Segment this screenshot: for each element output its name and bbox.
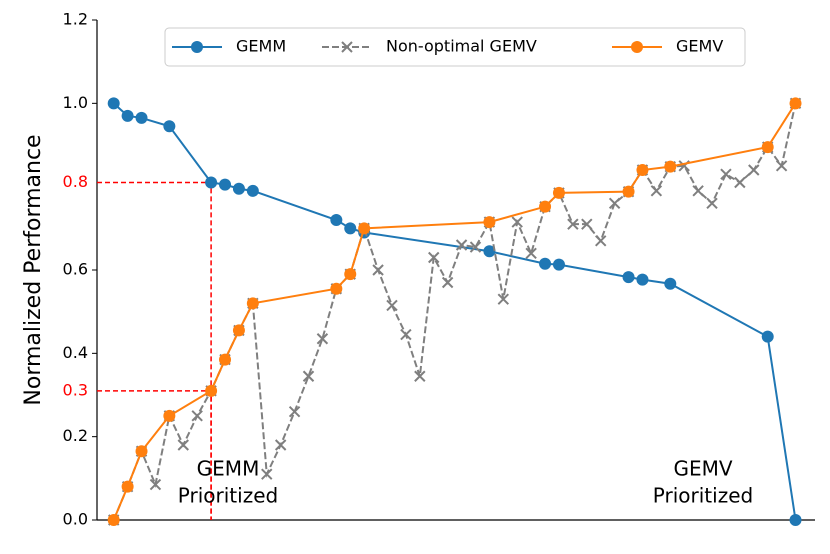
marker: [608, 197, 621, 210]
marker: [219, 178, 232, 191]
marker: [636, 273, 649, 286]
marker: [497, 293, 510, 305]
y-tick-label: 1.0: [63, 93, 88, 112]
marker: [664, 277, 677, 290]
marker: [232, 182, 245, 195]
marker: [232, 324, 245, 337]
legend-marker: [631, 41, 643, 53]
marker: [163, 409, 176, 422]
marker: [775, 160, 788, 172]
marker: [344, 268, 357, 281]
marker: [469, 241, 482, 253]
marker: [441, 276, 454, 289]
marker: [261, 468, 273, 480]
marker: [664, 160, 677, 173]
marker: [358, 222, 371, 235]
legend-box: [164, 27, 746, 67]
marker: [483, 245, 496, 258]
marker: [511, 216, 523, 228]
legend-label: GEMM: [236, 37, 286, 56]
marker: [567, 218, 579, 230]
reference-line: [97, 181, 212, 520]
marker: [205, 384, 218, 397]
marker: [372, 264, 384, 276]
y-tick-label: 0.0: [63, 510, 88, 529]
marker: [219, 353, 232, 366]
marker: [107, 514, 120, 526]
legend-marker: [341, 41, 353, 53]
marker: [205, 176, 218, 189]
marker: [344, 222, 357, 235]
marker: [720, 168, 732, 180]
marker: [135, 445, 148, 458]
y-tick-label: 1.2: [63, 10, 88, 29]
marker: [316, 333, 329, 345]
marker: [302, 370, 315, 382]
marker: [650, 185, 663, 197]
reference-label: 0.3: [63, 380, 88, 399]
series: [107, 97, 802, 526]
marker: [539, 200, 552, 213]
reference-label: 0.8: [63, 172, 88, 191]
marker: [386, 299, 398, 312]
marker: [455, 239, 468, 251]
marker: [121, 109, 134, 122]
marker: [274, 439, 287, 451]
annotation: Prioritized: [653, 484, 753, 508]
y-tick-label: 0.4: [63, 343, 88, 362]
marker: [525, 247, 537, 260]
marker: [246, 297, 259, 310]
marker: [552, 186, 565, 199]
marker: [483, 216, 496, 229]
marker: [539, 257, 552, 270]
marker: [636, 164, 649, 176]
y-axis-label: Normalized Performance: [21, 134, 46, 405]
marker: [761, 141, 774, 154]
annotation: GEMM: [197, 457, 260, 481]
annotation: GEMV: [673, 457, 732, 481]
annotation: Prioritized: [178, 484, 278, 508]
marker: [706, 197, 718, 210]
marker: [414, 370, 426, 382]
marker: [330, 282, 343, 295]
y-tick-label: 0.6: [63, 260, 88, 279]
marker: [121, 480, 134, 493]
y-tick-label: 0.2: [63, 426, 88, 445]
marker: [135, 111, 148, 124]
marker: [789, 514, 802, 526]
marker: [789, 97, 802, 110]
marker: [107, 97, 120, 110]
legend-marker: [191, 41, 203, 53]
legend-label: GEMV: [676, 37, 723, 56]
marker: [149, 478, 162, 491]
marker: [734, 176, 746, 189]
marker: [748, 164, 760, 176]
marker: [428, 251, 440, 264]
marker: [246, 184, 259, 197]
marker: [288, 405, 301, 418]
marker: [177, 439, 189, 451]
marker: [330, 214, 343, 226]
marker: [692, 185, 704, 197]
legend-label: Non-optimal GEMV: [386, 37, 537, 56]
marker: [622, 185, 635, 198]
marker: [622, 271, 635, 284]
marker: [163, 120, 176, 133]
series: [107, 97, 802, 526]
marker: [191, 410, 203, 422]
marker: [400, 328, 412, 341]
marker: [552, 258, 565, 271]
marker: [581, 218, 593, 230]
marker: [761, 330, 774, 343]
marker: [595, 235, 607, 247]
